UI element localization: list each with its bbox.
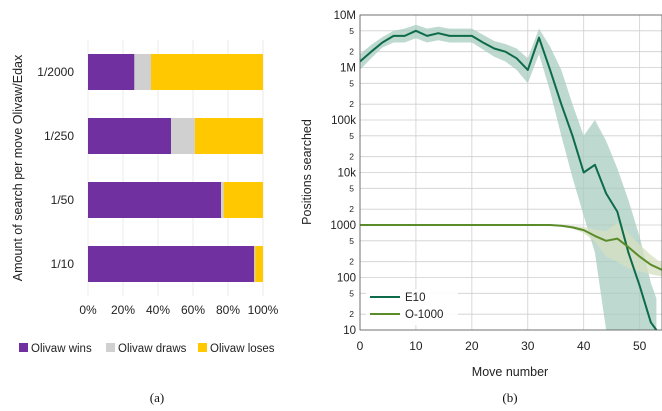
bar-segment xyxy=(254,246,256,282)
bar-category-label: 1/2000 xyxy=(37,65,74,79)
line-chart-y-tick-labels: 10 100 1000 10k 100k 1M 10M 2 5 2 5 2 5 2 5 2 5 2 5 xyxy=(330,10,356,337)
x-tick-label: 0 xyxy=(357,339,364,353)
y-minor-tick-label: 2 xyxy=(349,152,354,162)
panel-a-caption: (a) xyxy=(150,390,164,405)
bar-chart-x-tick-label: 80% xyxy=(216,303,240,317)
bar-chart-y-axis-label: Amount of search per move Olivaw/Edax xyxy=(11,54,25,281)
line-chart-x-axis-label: Move number xyxy=(472,365,548,379)
line-chart-y-axis-label: Positions searched xyxy=(300,119,314,225)
bar-chart-category-labels: 1/2000 1/250 1/50 1/10 xyxy=(37,65,74,271)
x-tick-label: 20 xyxy=(465,339,479,353)
y-minor-tick-label: 2 xyxy=(349,47,354,57)
y-minor-tick-label: 5 xyxy=(349,183,354,193)
bar-legend-swatch xyxy=(19,343,28,352)
y-minor-tick-label: 5 xyxy=(349,78,354,88)
line-chart-confidence-bands xyxy=(360,24,662,330)
y-tick-label: 10 xyxy=(343,325,356,337)
line-legend-label: O-1000 xyxy=(405,309,443,321)
line-legend-label: E10 xyxy=(405,292,425,304)
bar-segment xyxy=(221,182,224,218)
bar-segment xyxy=(255,246,263,282)
x-tick-label: 40 xyxy=(577,339,591,353)
bar-chart-x-tick-label: 0% xyxy=(79,303,97,317)
series-line xyxy=(360,29,658,330)
y-minor-tick-label: 2 xyxy=(349,309,354,319)
x-tick-label: 10 xyxy=(409,339,423,353)
bar-segment xyxy=(194,118,263,154)
bar-legend-label: Olivaw draws xyxy=(118,343,187,355)
bar-legend-swatch xyxy=(198,343,207,352)
bar-category-label: 1/50 xyxy=(51,193,75,207)
stacked-bar-chart: 1/2000 1/250 1/50 1/10 0% 20% 40% 60% 80% 100% A… xyxy=(11,40,279,405)
bar-legend-label: Olivaw wins xyxy=(31,343,92,355)
bar-segment xyxy=(134,54,151,90)
bar-legend-label: Olivaw loses xyxy=(210,343,275,355)
line-chart-series-lines xyxy=(360,29,662,330)
y-tick-label: 100k xyxy=(331,115,356,127)
bar-segment xyxy=(88,54,135,90)
y-tick-label: 10M xyxy=(334,10,356,22)
y-minor-tick-label: 5 xyxy=(349,236,354,246)
bar-chart-legend: Olivaw wins Olivaw draws Olivaw loses xyxy=(19,343,275,355)
line-chart-frame xyxy=(359,14,662,331)
bar-legend-swatch xyxy=(106,343,115,352)
series-band xyxy=(360,24,657,330)
line-chart-legend: E10 O-1000 xyxy=(366,289,458,325)
bar-segment xyxy=(88,182,221,218)
bar-chart-x-tick-labels: 0% 20% 40% 60% 80% 100% xyxy=(79,303,278,317)
bar-segment xyxy=(88,118,172,154)
line-legend-box xyxy=(366,289,458,325)
y-tick-label: 1000 xyxy=(330,220,356,232)
panel-b-caption: (b) xyxy=(502,390,517,405)
x-tick-label: 30 xyxy=(521,339,535,353)
bar-category-label: 1/10 xyxy=(51,257,75,271)
bar-chart-x-tick-label: 100% xyxy=(248,303,279,317)
bar-chart-x-tick-label: 40% xyxy=(146,303,170,317)
y-minor-tick-label: 2 xyxy=(349,99,354,109)
y-minor-tick-label: 5 xyxy=(349,131,354,141)
y-minor-tick-label: 5 xyxy=(349,288,354,298)
y-tick-label: 100 xyxy=(337,273,356,285)
y-minor-tick-label: 5 xyxy=(349,26,354,36)
bar-category-label: 1/250 xyxy=(44,129,74,143)
line-chart-x-tick-labels: 0 10 20 30 40 50 xyxy=(357,339,647,353)
bar-segment xyxy=(88,246,255,282)
bar-chart-x-tick-label: 20% xyxy=(111,303,135,317)
x-tick-label: 50 xyxy=(633,339,647,353)
y-tick-label: 1M xyxy=(340,63,356,75)
y-minor-tick-label: 2 xyxy=(349,257,354,267)
series-line xyxy=(360,224,662,271)
bar-segment xyxy=(171,118,195,154)
y-minor-tick-label: 2 xyxy=(349,204,354,214)
bar-segment xyxy=(223,182,263,218)
bar-segment xyxy=(151,54,263,90)
bar-chart-bars xyxy=(88,54,263,282)
y-tick-label: 10k xyxy=(337,168,356,180)
bar-chart-x-tick-label: 60% xyxy=(181,303,205,317)
series-band xyxy=(360,222,662,277)
